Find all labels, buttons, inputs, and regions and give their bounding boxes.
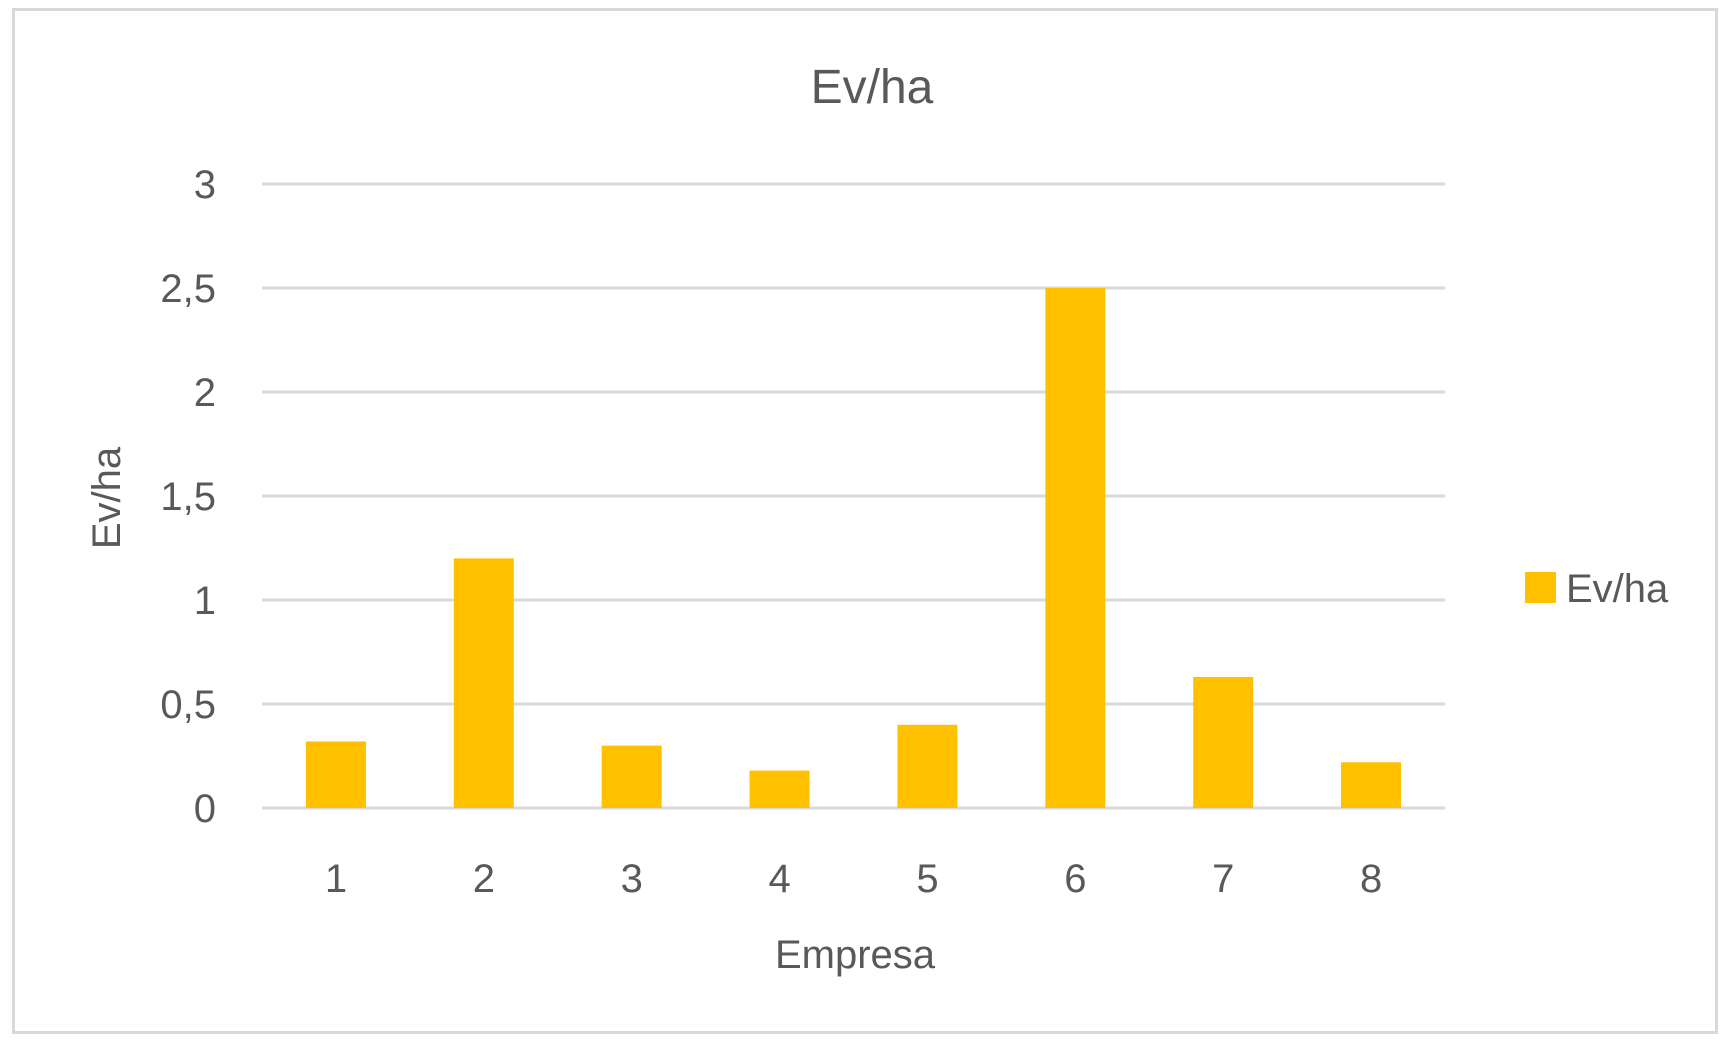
bar [897,724,958,808]
y-tick-label: 2,5 [160,267,216,311]
x-axis-ticks: 1 2 3 4 5 6 7 8 [325,857,1382,901]
x-tick-label: 7 [1212,857,1234,901]
legend-label: Ev/ha [1566,567,1669,611]
x-tick-label: 8 [1360,857,1382,901]
bar [305,741,366,808]
bar [749,770,810,808]
chart-frame [12,8,1718,1034]
chart-title: Ev/ha [811,61,934,114]
y-axis-title: Ev/ha [85,446,129,549]
x-tick-label: 2 [473,857,495,901]
y-tick-label: 1,5 [160,475,216,519]
x-tick-label: 5 [916,857,938,901]
x-tick-label: 1 [325,857,347,901]
legend: Ev/ha [1525,567,1669,611]
bar [1193,676,1254,808]
bars [305,288,1402,808]
legend-swatch [1525,572,1556,603]
y-axis-ticks: 0 0,5 1 1,5 2 2,5 3 [160,163,216,831]
x-tick-label: 3 [621,857,643,901]
gridlines [262,182,1445,810]
bar [1341,762,1402,808]
x-tick-label: 4 [768,857,790,901]
bar [601,745,662,808]
bar [453,558,514,808]
x-tick-label: 6 [1064,857,1086,901]
y-tick-label: 3 [194,163,216,207]
y-tick-label: 0,5 [160,683,216,727]
y-tick-label: 2 [194,371,216,415]
y-tick-label: 1 [194,579,216,623]
bar [1045,288,1106,808]
x-axis-title: Empresa [775,933,936,977]
y-tick-label: 0 [194,787,216,831]
